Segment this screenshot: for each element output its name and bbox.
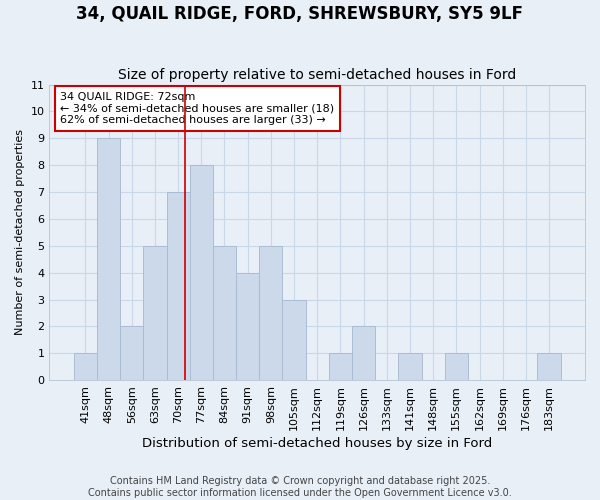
Bar [398,354,422,380]
Bar [538,354,560,380]
Bar [259,246,283,380]
Bar [445,354,468,380]
Bar [213,246,236,380]
Bar [74,354,97,380]
Bar [143,246,167,380]
Bar [97,138,120,380]
X-axis label: Distribution of semi-detached houses by size in Ford: Distribution of semi-detached houses by … [142,437,493,450]
Text: 34, QUAIL RIDGE, FORD, SHREWSBURY, SY5 9LF: 34, QUAIL RIDGE, FORD, SHREWSBURY, SY5 9… [77,5,523,23]
Bar [120,326,143,380]
Bar [352,326,375,380]
Y-axis label: Number of semi-detached properties: Number of semi-detached properties [15,130,25,336]
Title: Size of property relative to semi-detached houses in Ford: Size of property relative to semi-detach… [118,68,517,82]
Bar [190,165,213,380]
Text: Contains HM Land Registry data © Crown copyright and database right 2025.
Contai: Contains HM Land Registry data © Crown c… [88,476,512,498]
Bar [329,354,352,380]
Bar [167,192,190,380]
Bar [283,300,305,380]
Bar [236,272,259,380]
Text: 34 QUAIL RIDGE: 72sqm
← 34% of semi-detached houses are smaller (18)
62% of semi: 34 QUAIL RIDGE: 72sqm ← 34% of semi-deta… [60,92,334,125]
